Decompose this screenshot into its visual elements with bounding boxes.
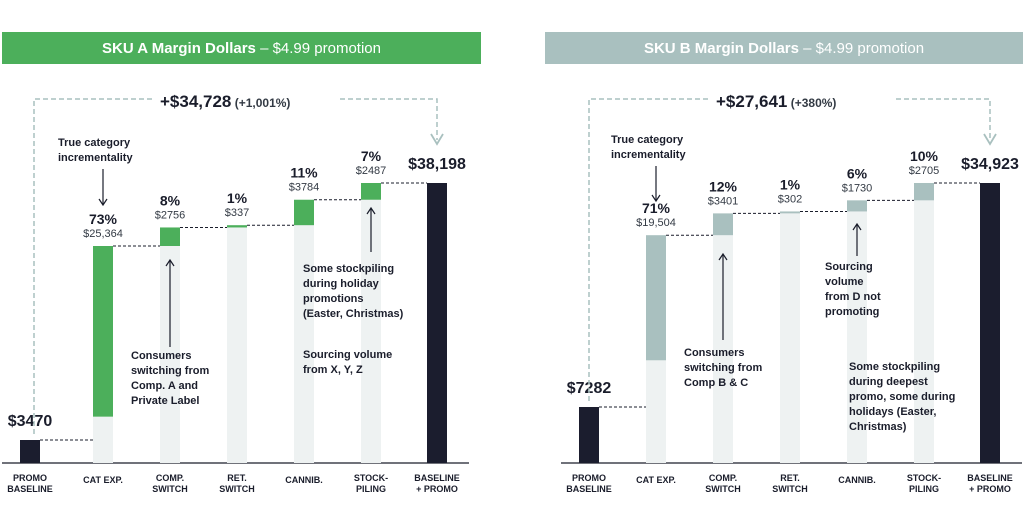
arrow-head	[651, 194, 661, 203]
chart-title-main: SKU A Margin Dollars	[102, 40, 256, 57]
value-label: $19,504	[636, 217, 676, 229]
percent-label: 71%	[642, 200, 671, 216]
value-label: $337	[225, 207, 249, 219]
bar	[294, 199, 314, 226]
bar	[713, 213, 733, 236]
bar	[93, 246, 113, 417]
bar	[579, 407, 599, 463]
chart-panel-sku-b: SKU B Margin Dollars – $4.99 promotion$7…	[545, 32, 1023, 494]
value-label: $3401	[708, 195, 739, 207]
bar-ghost	[227, 227, 247, 463]
percent-label: 10%	[910, 148, 939, 164]
chart-title-bar	[2, 32, 481, 64]
value-label: $3470	[8, 413, 53, 430]
percent-label: 7%	[361, 148, 382, 164]
bar	[361, 183, 381, 200]
annotation: Some stockpiling during holiday promotions…	[303, 263, 404, 320]
annotation: True category incrementality	[611, 134, 686, 161]
arrow-head	[98, 198, 108, 207]
chart-title-main: SKU B Margin Dollars	[644, 40, 799, 57]
total-change-pct: (+1,001%)	[231, 96, 290, 110]
bar	[160, 227, 180, 247]
total-change-value: +$27,641	[716, 92, 787, 111]
change-arrow-head	[983, 133, 997, 146]
category-label: COMP. SWITCH	[152, 473, 188, 494]
annotation: Some stockpiling during deepest promo, som…	[849, 361, 955, 433]
bar	[847, 200, 867, 212]
percent-label: 73%	[89, 211, 118, 227]
bar	[427, 183, 447, 463]
category-label: CANNIB.	[838, 475, 876, 485]
chart-title: SKU A Margin Dollars – $4.99 promotion	[102, 40, 381, 57]
arrow-head	[366, 206, 376, 215]
category-label: RET. SWITCH	[219, 473, 255, 494]
category-label: STOCK-PILING	[354, 473, 388, 494]
bar	[780, 211, 800, 214]
annotation: Sourcing volume from D not promoting	[825, 261, 881, 318]
bar-ghost	[646, 360, 666, 463]
chart-title-bar	[545, 32, 1023, 64]
chart-panel-sku-a: SKU A Margin Dollars – $4.99 promotion $3…	[2, 32, 481, 494]
value-label: $3784	[289, 182, 320, 194]
percent-label: 11%	[290, 165, 318, 181]
bar	[914, 182, 934, 201]
category-label: STOCK-PILING	[907, 473, 941, 494]
change-arrow-head	[430, 133, 444, 146]
arrow-head	[852, 222, 862, 231]
value-label: $302	[778, 193, 802, 205]
value-label: $34,923	[961, 156, 1019, 173]
bar-ghost	[361, 199, 381, 463]
category-label: BASELINE + PROMO	[414, 473, 460, 494]
value-label: $25,364	[83, 228, 123, 240]
total-change: +$27,641 (+380%)	[716, 92, 836, 111]
chart-subtitle: – $4.99 promotion	[799, 40, 924, 57]
category-label: RET. SWITCH	[772, 473, 808, 494]
bar	[20, 440, 40, 463]
total-change-value: +$34,728	[160, 92, 231, 111]
value-label: $2487	[356, 165, 387, 177]
category-label: PROMO BASELINE	[566, 473, 612, 494]
value-label: $1730	[842, 182, 873, 194]
percent-label: 1%	[780, 176, 801, 192]
annotation: True category incrementality	[58, 137, 133, 164]
value-label: $2705	[909, 165, 940, 177]
total-change-pct: (+380%)	[787, 96, 836, 110]
bar-ghost	[847, 211, 867, 463]
annotation: Consumers switching from Comp. A and Privat…	[131, 350, 209, 407]
bar-ghost	[914, 200, 934, 463]
bar-ghost	[713, 235, 733, 463]
annotation: Consumers switching from Comp B & C	[684, 347, 762, 389]
total-change: +$34,728 (+1,001%)	[160, 92, 290, 111]
chart-title: SKU B Margin Dollars – $4.99 promotion	[644, 40, 924, 57]
percent-label: 8%	[160, 192, 181, 208]
category-label: PROMO BASELINE	[7, 473, 53, 494]
chart-subtitle: – $4.99 promotion	[256, 40, 381, 57]
bar	[227, 225, 247, 228]
category-label: BASELINE + PROMO	[967, 473, 1013, 494]
category-label: CANNIB.	[285, 475, 323, 485]
bar	[980, 183, 1000, 463]
arrow-head	[718, 252, 728, 261]
change-bracket-left	[588, 98, 708, 401]
percent-label: 6%	[847, 165, 868, 181]
value-label: $2756	[155, 209, 186, 221]
percent-label: 12%	[709, 178, 738, 194]
bar	[646, 235, 666, 361]
bar-ghost	[780, 213, 800, 463]
bar-ghost	[93, 416, 113, 463]
change-bracket-right	[340, 98, 438, 140]
category-label: CAT EXP.	[636, 475, 676, 485]
percent-label: 1%	[227, 190, 248, 206]
value-label: $38,198	[408, 156, 466, 173]
arrow-head	[165, 258, 175, 267]
change-bracket-right	[896, 98, 991, 140]
bar-ghost	[160, 246, 180, 463]
bar-ghost	[294, 225, 314, 463]
annotation: Sourcing volume from X, Y, Z	[303, 349, 392, 376]
category-label: COMP. SWITCH	[705, 473, 741, 494]
category-label: CAT EXP.	[83, 475, 123, 485]
